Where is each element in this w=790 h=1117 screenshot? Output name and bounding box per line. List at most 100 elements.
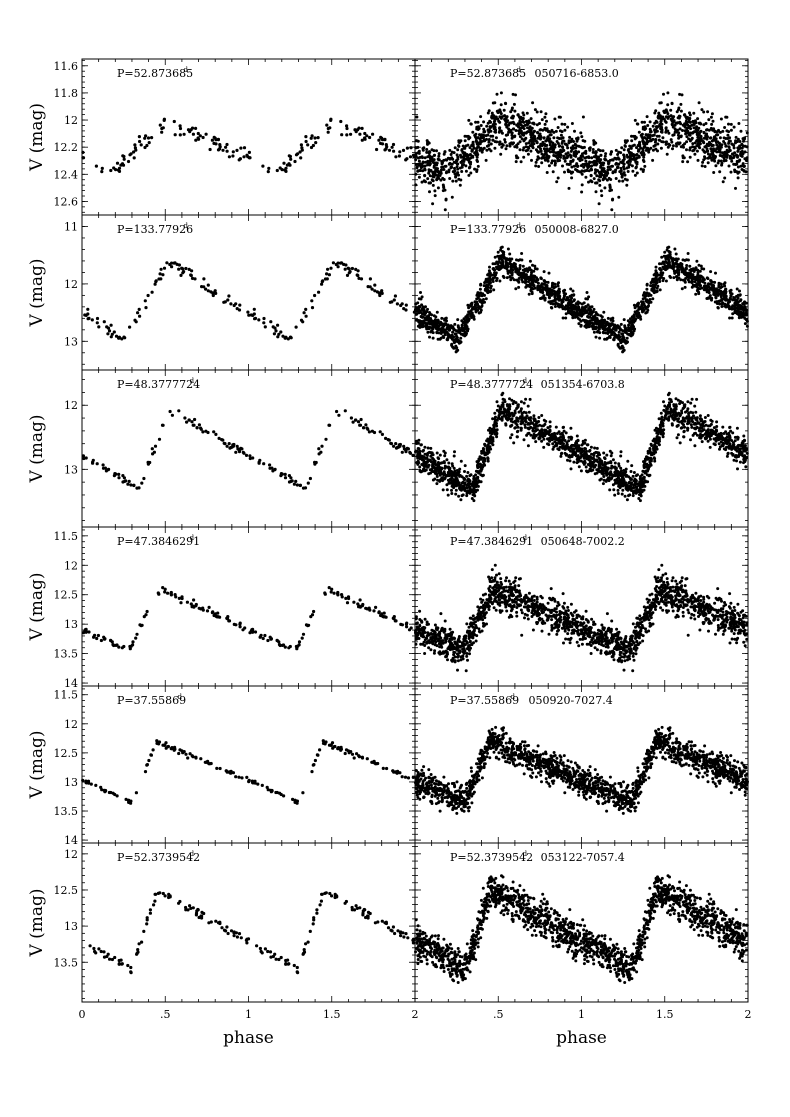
data-point <box>442 178 446 181</box>
data-point <box>717 147 721 151</box>
data-point <box>743 136 747 140</box>
data-point <box>472 315 476 319</box>
data-point <box>707 282 710 286</box>
data-point <box>337 413 341 417</box>
data-point <box>463 146 467 150</box>
data-point <box>499 103 503 107</box>
data-point <box>648 120 652 124</box>
data-point <box>144 134 148 138</box>
data-point <box>666 103 670 107</box>
data-point <box>672 269 676 273</box>
data-point <box>393 294 397 298</box>
data-point <box>262 316 266 321</box>
period-superscript: d <box>184 222 189 230</box>
data-point <box>522 146 526 150</box>
data-point <box>152 450 156 454</box>
data-point <box>433 189 437 193</box>
data-point <box>568 299 572 303</box>
data-point <box>512 262 516 266</box>
data-point <box>83 313 87 317</box>
data-point <box>461 163 464 167</box>
data-point <box>290 479 294 483</box>
data-point <box>314 460 318 465</box>
data-point <box>542 147 546 151</box>
data-point <box>685 264 689 267</box>
data-point <box>590 164 594 168</box>
data-point <box>583 139 587 143</box>
data-point <box>132 156 136 160</box>
data-point <box>280 168 284 172</box>
data-point <box>419 291 422 294</box>
data-point <box>705 128 709 132</box>
data-point <box>700 108 704 112</box>
data-point <box>658 124 662 128</box>
data-point <box>651 158 655 162</box>
data-point <box>670 140 674 144</box>
data-point <box>724 144 728 148</box>
data-point <box>480 133 484 137</box>
data-point <box>630 164 634 168</box>
data-point <box>492 267 496 271</box>
data-point <box>451 330 455 334</box>
data-point <box>507 123 511 127</box>
data-point <box>433 194 437 198</box>
data-point <box>513 134 517 138</box>
data-point <box>649 146 653 150</box>
data-point <box>401 148 406 152</box>
data-point <box>546 293 550 297</box>
data-point <box>623 324 627 328</box>
data-point <box>574 307 577 311</box>
data-point <box>564 142 568 146</box>
data-point <box>403 448 408 452</box>
data-point <box>527 292 531 296</box>
period-label: P=52.873685 <box>450 67 526 80</box>
data-point <box>514 160 518 164</box>
data-point <box>576 300 580 304</box>
data-point <box>531 136 535 140</box>
data-point <box>512 278 516 282</box>
data-point <box>636 122 640 126</box>
data-point <box>440 316 444 320</box>
data-point <box>737 313 741 317</box>
data-point <box>316 136 320 140</box>
data-point <box>467 166 471 170</box>
data-point <box>294 153 299 157</box>
data-point <box>729 122 733 126</box>
data-point <box>331 261 335 265</box>
data-point <box>340 133 344 137</box>
data-point <box>681 278 685 282</box>
data-point <box>504 123 508 127</box>
data-point <box>592 155 596 159</box>
data-point <box>649 284 653 288</box>
data-point <box>444 171 448 175</box>
data-point <box>325 272 329 276</box>
data-point <box>658 116 662 120</box>
data-point <box>582 145 586 149</box>
data-point <box>619 172 623 176</box>
data-point <box>679 278 683 282</box>
data-point <box>178 124 182 128</box>
data-point <box>697 136 701 140</box>
data-point <box>584 311 588 315</box>
data-point <box>520 131 523 135</box>
data-point <box>258 458 262 462</box>
data-point <box>453 172 457 176</box>
data-point <box>392 298 396 302</box>
data-point <box>431 179 435 183</box>
data-point <box>662 92 665 96</box>
data-point <box>201 135 205 140</box>
data-point <box>435 178 439 182</box>
data-point <box>692 126 696 130</box>
data-point <box>426 155 430 159</box>
data-point <box>596 313 600 317</box>
data-point <box>267 166 271 170</box>
data-point <box>679 262 683 266</box>
data-point <box>299 143 303 147</box>
data-point <box>493 255 497 259</box>
data-point <box>625 341 629 345</box>
data-point <box>666 112 670 116</box>
data-point <box>734 135 738 139</box>
data-point <box>635 146 638 150</box>
data-point <box>614 161 618 165</box>
